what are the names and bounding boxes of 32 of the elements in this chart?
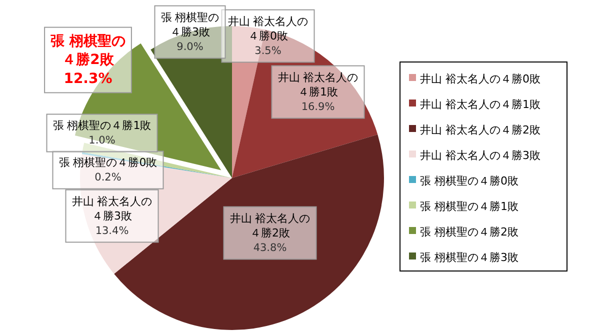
legend-label: 井山 裕太名人の４勝1敗	[420, 98, 540, 111]
legend-label: 張 栩棋聖の４勝1敗	[420, 200, 518, 213]
slice-label: 張 栩棋聖の４勝1敗	[52, 119, 152, 132]
data-label: 9.0%	[176, 40, 204, 53]
data-label: 3.5%	[254, 44, 282, 57]
data-label: 井山 裕太名人の４勝2敗 43.8%	[223, 206, 317, 260]
legend-label: 張 栩棋聖の４勝0敗	[420, 174, 518, 188]
data-label: 43.8%	[253, 242, 287, 254]
data-label: 井山 裕太名人の４勝1敗 16.9%	[271, 65, 365, 119]
legend-label: 井山 裕太名人の４勝3敗	[420, 149, 540, 162]
data-label: 張 栩棋聖の４勝2敗 12.3%	[44, 26, 132, 94]
data-label: 張 栩棋聖の４勝0敗 0.2%	[52, 150, 164, 190]
data-label: 0.2%	[94, 171, 122, 184]
legend-label: 井山 裕太名人の４勝0敗	[420, 72, 540, 86]
data-label: 1.0%	[88, 134, 116, 146]
slice-label: 張 栩棋聖の４勝3敗	[160, 10, 220, 39]
legend-label: 張 栩棋聖の４勝2敗	[420, 226, 518, 238]
legend-label: 張 栩棋聖の４勝3敗	[420, 251, 518, 264]
data-label: 張 栩棋聖の４勝3敗 9.0%	[154, 5, 226, 59]
data-label: 16.9%	[301, 100, 335, 113]
slice-label: 張 栩棋聖の４勝2敗	[50, 33, 126, 68]
slice-label: 張 栩棋聖の４勝0敗	[58, 156, 158, 170]
data-label: 12.3%	[64, 71, 112, 88]
slice-label: 井山 裕太名人の４勝3敗	[72, 194, 152, 223]
slice-label: 井山 裕太名人の４勝1敗	[278, 70, 358, 99]
slice-label: 井山 裕太名人の４勝2敗	[230, 212, 310, 240]
slice-label: 井山 裕太名人の４勝0敗	[228, 14, 308, 43]
data-label: 張 栩棋聖の４勝1敗 1.0%	[46, 114, 158, 152]
data-label: 13.4%	[95, 224, 129, 237]
data-label: 井山 裕太名人の４勝3敗 13.4%	[65, 189, 159, 243]
data-label: 井山 裕太名人の４勝0敗 3.5%	[221, 9, 315, 63]
legend-label: 井山 裕太名人の４勝2敗	[420, 124, 540, 136]
